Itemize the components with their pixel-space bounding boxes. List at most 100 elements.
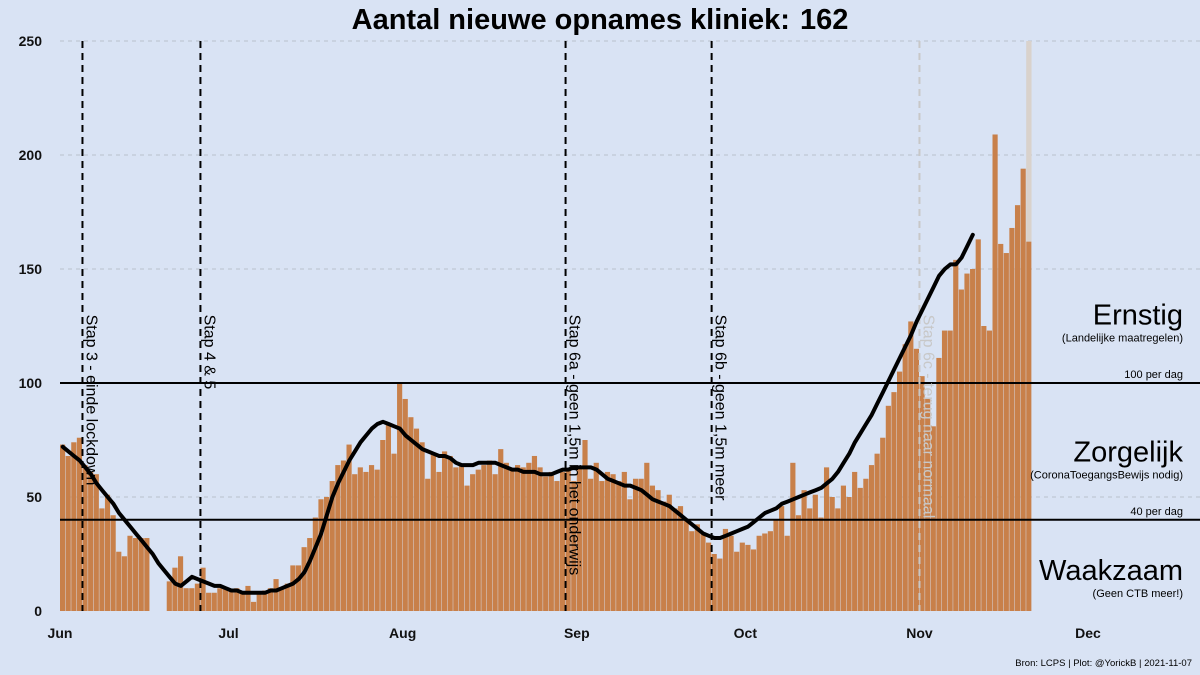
bar [335, 465, 341, 611]
bar [486, 460, 493, 611]
bar [368, 465, 375, 611]
bar [868, 465, 875, 611]
bar [475, 469, 481, 611]
event-label: Stap 6a - geen 1,5m in het onderwijs [566, 315, 583, 576]
bar [402, 398, 408, 611]
bar [689, 531, 695, 611]
bar [627, 499, 633, 611]
bar [307, 538, 313, 611]
zone-labels: Ernstig(Landelijke maatregelen) Zorgelijk… [1030, 300, 1183, 600]
bar [694, 524, 700, 611]
bar [880, 437, 886, 611]
bar [874, 453, 880, 611]
bar [71, 442, 77, 611]
chart-title: Aantal nieuwe opnames kliniek: 162 [352, 4, 849, 36]
bar [919, 376, 925, 611]
bar [110, 515, 116, 611]
bar [784, 535, 790, 611]
x-tick-label: Nov [906, 625, 933, 641]
bar [548, 471, 554, 611]
bar [936, 357, 942, 611]
bar [245, 585, 251, 611]
bar [82, 465, 88, 611]
bar [121, 556, 127, 611]
bar [503, 462, 509, 611]
bar [571, 481, 577, 611]
bar [559, 471, 566, 611]
bar [897, 371, 903, 611]
bar [222, 588, 229, 611]
bar [397, 383, 403, 611]
bar [908, 321, 914, 611]
bar [812, 494, 818, 611]
bar [183, 588, 189, 611]
bar [200, 567, 206, 611]
bar [998, 243, 1004, 612]
bar [885, 405, 891, 611]
y-tick-label: 150 [19, 261, 43, 277]
chart-title-value: 162 [800, 4, 848, 36]
bar [357, 467, 363, 611]
bar [588, 478, 594, 611]
bar [391, 453, 397, 611]
zone-sublabel: (Landelijke maatregelen) [1062, 333, 1183, 345]
bar [380, 440, 386, 611]
bar [104, 494, 111, 611]
bar [773, 519, 779, 611]
y-tick-label: 250 [19, 33, 43, 49]
bar [621, 471, 627, 611]
bar [290, 565, 296, 611]
bar [970, 269, 976, 611]
bar [256, 592, 262, 611]
bar [672, 508, 678, 611]
bar [823, 467, 830, 611]
bar [762, 533, 768, 611]
event-label: Stap 3 - einde lockdown [82, 315, 99, 486]
bar [649, 485, 656, 611]
bar [840, 485, 846, 611]
bar [975, 239, 981, 612]
bar [801, 490, 807, 611]
bar [430, 453, 436, 611]
zone-label: Waakzaam [1039, 555, 1183, 587]
bar [374, 469, 380, 611]
x-axis: Jun Jul Aug Sep Oct Nov Dec [48, 625, 1101, 641]
bar [352, 474, 358, 611]
bar [661, 501, 667, 611]
bar [515, 465, 521, 611]
bar-uncertainty [1026, 41, 1032, 242]
bar [116, 551, 122, 611]
x-tick-label: Sep [564, 625, 590, 641]
bar [93, 474, 99, 611]
bar [284, 583, 290, 611]
bar [700, 533, 706, 611]
bar [99, 508, 105, 611]
event-lines: Stap 3 - einde lockdown Stap 4 & 5 Stap 6a… [81, 41, 936, 611]
bar [526, 462, 532, 611]
bar [941, 330, 948, 611]
bar [340, 460, 347, 611]
chart-title-prefix: Aantal nieuwe opnames kliniek: [352, 4, 790, 36]
bar [734, 551, 740, 611]
bar [385, 424, 391, 611]
bar [453, 467, 459, 611]
bar [576, 467, 582, 611]
bar [644, 462, 650, 611]
threshold-label: 40 per dag [1130, 506, 1183, 518]
x-tick-label: Dec [1075, 625, 1101, 641]
bar [279, 588, 285, 611]
bar [498, 449, 504, 611]
bar [419, 442, 425, 611]
bar [1003, 253, 1009, 612]
bar [301, 547, 307, 611]
bar [745, 544, 751, 611]
bar [863, 478, 869, 611]
y-tick-label: 0 [34, 603, 42, 619]
bar [194, 583, 200, 611]
x-tick-label: Oct [734, 625, 758, 641]
event-label: Stap 4 & 5 [200, 315, 217, 390]
bar [582, 440, 588, 611]
moving-average-line [60, 232, 975, 595]
bar [807, 508, 813, 611]
bar [492, 474, 498, 611]
